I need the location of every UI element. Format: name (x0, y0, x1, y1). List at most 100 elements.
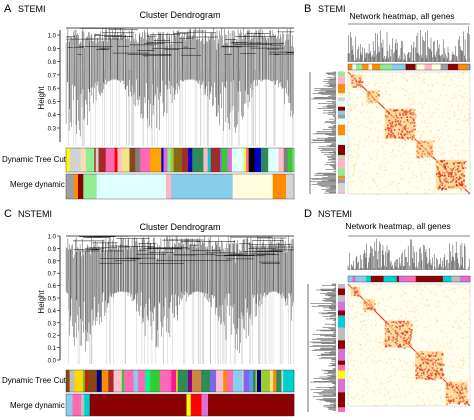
heatmap-cell (468, 140, 470, 142)
heatmap-cell (467, 336, 469, 338)
heatmap-cell (446, 77, 448, 79)
heatmap-cell (362, 151, 364, 154)
heatmap-cell (464, 297, 467, 299)
heatmap-cell (427, 317, 429, 319)
heatmap-cell (448, 383, 451, 386)
heatmap-cell (348, 144, 350, 146)
heatmap-cell (431, 177, 433, 179)
heatmap-cell (459, 400, 461, 402)
heatmap-cell (463, 98, 465, 100)
heatmap-cell (361, 347, 363, 349)
heatmap-cell (392, 132, 394, 135)
module-color-segment (150, 370, 161, 392)
heatmap-cell (396, 101, 398, 103)
heatmap-cell (401, 109, 403, 111)
heatmap-cell (380, 117, 382, 119)
heatmap-cell (358, 81, 360, 84)
heatmap-cell (458, 191, 460, 193)
heatmap-cell (350, 345, 352, 347)
heatmap-cell (357, 347, 359, 349)
module-color-segment (207, 148, 212, 172)
heatmap-cell (363, 313, 365, 315)
heatmap-cell (399, 124, 402, 126)
heatmap-cell (429, 308, 431, 311)
heatmap-cell (412, 128, 415, 131)
heatmap-cell (372, 306, 374, 309)
heatmap-cell (431, 291, 433, 293)
module-color-segment (188, 370, 193, 392)
heatmap-cell (387, 381, 389, 383)
heatmap-cell (390, 125, 393, 127)
heatmap-cell (371, 121, 373, 123)
heatmap-cell (402, 387, 404, 389)
heatmap-cell (439, 331, 441, 333)
heatmap-cell (401, 87, 403, 89)
heatmap-cell (348, 393, 350, 395)
heatmap-cell (394, 136, 396, 139)
heatmap-cell (461, 140, 463, 142)
heatmap-cell (468, 291, 470, 293)
heatmap-cell (442, 164, 445, 166)
heatmap-cell (458, 74, 460, 76)
heatmap-cell (446, 393, 449, 396)
heatmap-cell (376, 92, 378, 94)
heatmap-cell (452, 325, 454, 327)
heatmap-cell (438, 129, 440, 132)
heatmap-cell (402, 376, 404, 378)
heatmap-cell (448, 118, 450, 120)
heatmap-cell (424, 188, 426, 190)
module-color-segment (124, 370, 134, 392)
module-color-segment (338, 315, 345, 328)
heatmap-cell (442, 134, 444, 136)
heatmap-cell (368, 94, 370, 96)
heatmap-cell (466, 327, 469, 329)
heatmap-cell (425, 361, 427, 364)
heatmap-cell (376, 298, 378, 300)
heatmap-cell (384, 87, 386, 89)
heatmap-cell (460, 89, 462, 91)
heatmap-cell (361, 372, 363, 374)
heatmap-cell (353, 285, 355, 287)
heatmap-cell (462, 183, 465, 185)
heatmap-cell (380, 141, 383, 143)
heatmap-cell (419, 137, 421, 139)
heatmap-cell (352, 74, 355, 77)
heatmap-cell (441, 142, 443, 144)
heatmap-cell (351, 79, 354, 82)
heatmap-cell (459, 129, 462, 131)
heatmap-cell (356, 156, 358, 158)
heatmap-cell (449, 100, 451, 102)
heatmap-cell (359, 327, 361, 329)
heatmap-cell (361, 86, 364, 88)
heatmap-cell (364, 361, 366, 363)
heatmap-cell (426, 98, 428, 100)
heatmap-cell (420, 367, 423, 369)
heatmap-cell (450, 186, 452, 189)
heatmap-cell (373, 354, 375, 356)
heatmap-cell (434, 190, 436, 193)
heatmap-cell (385, 321, 387, 324)
heatmap-cell (447, 296, 449, 298)
heatmap-cell (402, 299, 404, 301)
color-bar-frame (65, 173, 295, 200)
heatmap-cell (397, 132, 400, 134)
heatmap-cell (449, 376, 451, 378)
heatmap-cell (426, 371, 429, 373)
heatmap-cell (442, 376, 445, 378)
heatmap-cell (394, 374, 396, 376)
heatmap-cell (369, 303, 371, 305)
heatmap-cell (366, 103, 368, 105)
heatmap-cell (455, 379, 457, 381)
heatmap-cell (422, 150, 424, 153)
panel-c-dendrogram (65, 235, 295, 364)
heatmap-cell (425, 358, 428, 361)
heatmap-cell (443, 188, 446, 191)
module-color-segment (338, 340, 345, 349)
heatmap-cell (427, 168, 429, 170)
heatmap-cell (400, 325, 403, 327)
heatmap-cell (352, 180, 354, 182)
module-color-segment (338, 114, 345, 119)
module-color-segment (292, 148, 295, 172)
heatmap-cell (453, 163, 455, 166)
heatmap-cell (381, 387, 383, 390)
